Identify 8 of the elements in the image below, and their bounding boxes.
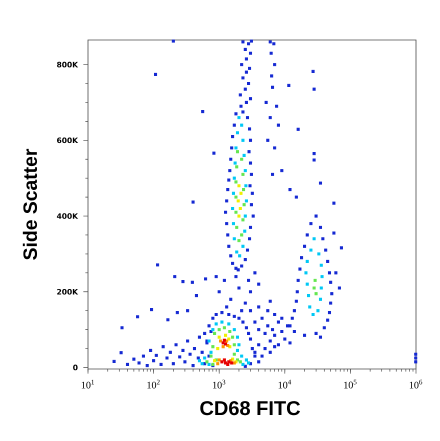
x-tick-label: 10$^{6}$ bbox=[410, 380, 422, 388]
y-axis-title: Side Scatter bbox=[22, 148, 38, 260]
x-tick-label: 10$^{2}$ bbox=[147, 380, 160, 388]
x-tick-label: 10$^{1}$ bbox=[82, 380, 94, 388]
x-tick-label: 10$^{3}$ bbox=[212, 380, 226, 388]
x-axis-title: CD68 FITC bbox=[200, 401, 300, 416]
x-tick-label: 10$^{4}$ bbox=[278, 380, 292, 388]
x-tick-label: 10$^{5}$ bbox=[344, 380, 357, 388]
